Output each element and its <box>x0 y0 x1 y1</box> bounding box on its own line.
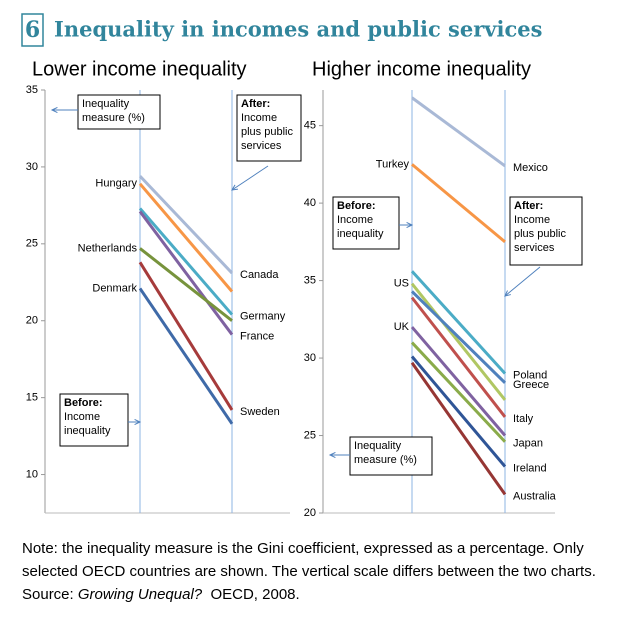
chart: 6 Inequality in incomes and public servi… <box>21 13 583 519</box>
y-tick-label: 30 <box>26 161 38 173</box>
y-tick-label: 10 <box>26 468 38 480</box>
series-line <box>411 96 506 168</box>
annotation-text: After: <box>241 98 270 110</box>
source: Source: Growing Unequal? OECD, 2008. <box>22 583 612 606</box>
series-label: Australia <box>513 490 557 502</box>
source-rest: OECD, 2008. <box>210 586 300 603</box>
series-line <box>410 296 507 418</box>
annotation-text: Income <box>241 112 277 124</box>
arrow-head <box>406 221 414 229</box>
series-line <box>138 207 234 316</box>
y-tick-label: 40 <box>304 197 316 209</box>
annotation-box <box>236 94 302 162</box>
series-line <box>410 270 507 375</box>
series-line <box>138 210 234 336</box>
annotation-text: inequality <box>64 425 111 437</box>
annotation-text: services <box>241 140 282 152</box>
chart-title: Lower income inequality <box>32 58 247 80</box>
annotation-text: Inequality <box>82 98 130 110</box>
series-line <box>138 182 234 293</box>
annotation-box <box>332 196 400 250</box>
annotation-text: inequality <box>337 228 384 240</box>
series-label: Denmark <box>92 282 137 294</box>
annotation-box <box>77 94 161 130</box>
note-block: Note: the inequality measure is the Gini… <box>22 537 612 606</box>
series-line <box>138 287 234 425</box>
y-tick-label: 25 <box>26 238 38 250</box>
annotation-text: Inequality <box>354 440 402 452</box>
y-tick-label: 20 <box>26 315 38 327</box>
arrow-head <box>50 106 58 114</box>
series-line <box>410 355 507 468</box>
annotation-arrow <box>504 266 541 297</box>
annotation-text: Income <box>514 214 550 226</box>
arrow-head <box>134 418 142 426</box>
series-label: Italy <box>513 413 534 425</box>
annotation-text: plus public <box>514 228 566 240</box>
annotation-box <box>349 436 433 476</box>
annotation-text: measure (%) <box>82 112 145 124</box>
annotation-text: measure (%) <box>354 454 417 466</box>
note: Note: the inequality measure is the Gini… <box>22 540 596 580</box>
series-line <box>410 341 507 443</box>
y-tick-label: 20 <box>304 507 316 519</box>
series-line <box>138 175 234 275</box>
arrow-head <box>504 290 511 297</box>
chart-title: Higher income inequality <box>312 58 531 80</box>
series-line <box>410 282 507 401</box>
series-label: Germany <box>240 310 286 322</box>
series-label: Poland <box>513 369 547 381</box>
annotation-text: Before: <box>337 200 376 212</box>
number-box <box>21 13 44 47</box>
section-number: 6 <box>25 17 40 43</box>
series-line <box>138 261 234 411</box>
series-label: Hungary <box>95 178 137 190</box>
series-label: Netherlands <box>78 242 138 254</box>
annotation-arrow <box>231 165 269 191</box>
series-label: Sweden <box>240 406 280 418</box>
series-line <box>139 247 233 322</box>
annotation-text: plus public <box>241 126 293 138</box>
arrow-head <box>328 451 336 459</box>
y-tick-label: 30 <box>304 352 316 364</box>
series-label: Turkey <box>376 158 410 170</box>
annotation-text: After: <box>514 200 543 212</box>
y-tick-label: 45 <box>304 120 316 132</box>
annotation-box <box>509 196 583 266</box>
series-label: Mexico <box>513 162 548 174</box>
annotation-text: Before: <box>64 397 103 409</box>
y-tick-label: 25 <box>304 429 316 441</box>
series-line <box>410 361 507 496</box>
source-title: Growing Unequal? <box>77 586 203 603</box>
annotation-text: services <box>514 242 555 254</box>
series-label: Greece <box>513 379 549 391</box>
page-title: Inequality in incomes and public service… <box>54 17 542 42</box>
y-tick-label: 35 <box>304 274 316 286</box>
series-line <box>410 326 507 437</box>
y-tick-label: 35 <box>26 84 38 96</box>
arrow-head <box>231 184 239 191</box>
y-tick-label: 15 <box>26 392 38 404</box>
annotation-box <box>59 393 129 447</box>
series-line <box>410 290 507 384</box>
annotation-text: Income <box>337 214 373 226</box>
source-label: Source: <box>22 586 74 603</box>
series-line <box>411 163 506 243</box>
series-label: US <box>394 278 409 290</box>
annotation-text: Income <box>64 411 100 423</box>
series-label: Japan <box>513 438 543 450</box>
series-label: UK <box>394 321 410 333</box>
series-label: Ireland <box>513 462 547 474</box>
series-label: Canada <box>240 269 279 281</box>
series-label: France <box>240 330 274 342</box>
